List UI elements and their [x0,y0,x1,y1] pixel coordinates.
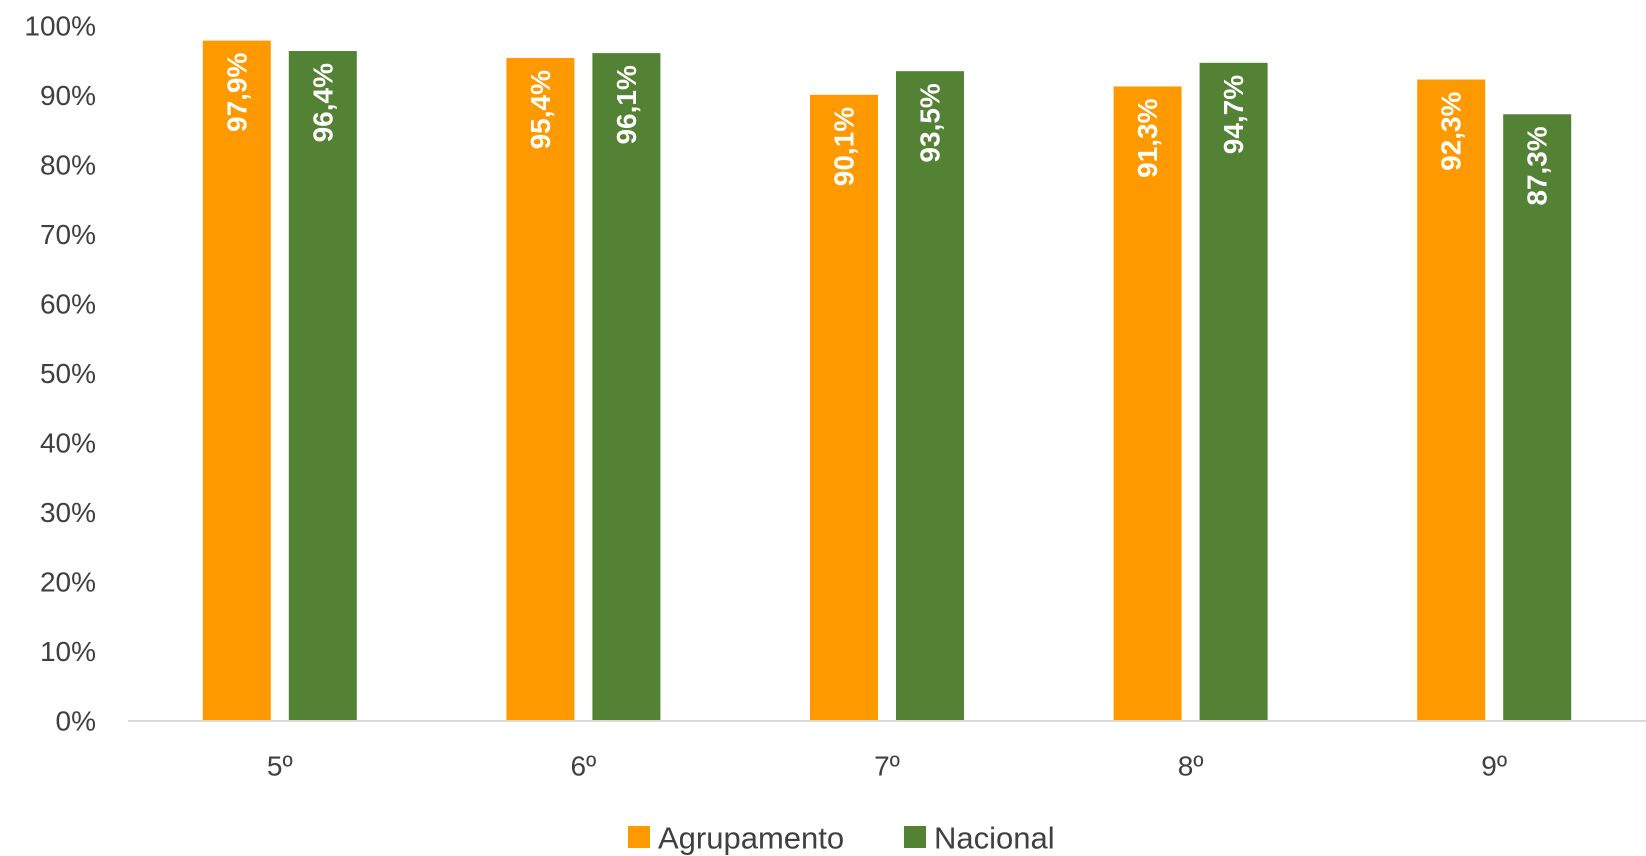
bar-agrupamento-6 [506,57,575,722]
data-label: 96,1% [611,65,642,144]
data-label: 96,4% [307,63,338,142]
x-axis: 5º 6º 7º 8º 9º [128,720,1646,782]
y-tick-label: 100% [24,11,96,42]
y-tick-label: 0% [56,706,96,737]
bar-nacional-7 [896,71,964,722]
x-tick-label: 6º [570,751,596,782]
y-tick-label: 70% [40,219,96,250]
bars: 97,9% 96,4% 95,4% 96,1% 90,1% 93,5% 91,3% 94,7%… [202,40,1572,722]
legend-label-nacional: Nacional [934,821,1055,856]
bar-agrupamento-5 [202,40,271,722]
x-tick-label: 5º [267,751,293,782]
data-label: 92,3% [1436,91,1467,170]
bar-agrupamento-7 [810,94,878,722]
bar-nacional-6 [592,53,661,722]
y-tick-label: 50% [40,358,96,389]
y-tick-label: 40% [40,428,96,459]
bar-nacional-9 [1503,114,1572,721]
x-tick-label: 8º [1178,751,1204,782]
y-tick-label: 60% [40,289,96,320]
y-tick-label: 80% [40,150,96,181]
y-tick-label: 90% [40,80,96,111]
bar-agrupamento-9 [1417,79,1486,721]
legend-label-agrupamento: Agrupamento [658,821,844,856]
bar-agrupamento-8 [1113,86,1182,722]
data-label: 94,7% [1218,75,1249,154]
y-tick-label: 10% [40,636,96,667]
y-tick-label: 20% [40,567,96,598]
legend: Agrupamento Nacional [628,821,1055,856]
data-label: 95,4% [525,70,556,149]
y-tick-label: 30% [40,497,96,528]
data-label: 91,3% [1132,98,1163,177]
data-label: 87,3% [1522,126,1553,205]
data-label: 97,9% [221,53,252,132]
legend-swatch-nacional [904,826,926,848]
data-label: 90,1% [829,107,860,186]
x-tick-label: 7º [874,751,900,782]
bar-nacional-8 [1199,62,1268,721]
y-axis: 0% 10% 20% 30% 40% 50% 60% 70% 80% 90% 100% [24,11,96,737]
legend-swatch-agrupamento [628,826,650,848]
data-label: 93,5% [915,83,946,162]
bar-nacional-5 [288,51,357,721]
x-tick-label: 9º [1481,751,1507,782]
